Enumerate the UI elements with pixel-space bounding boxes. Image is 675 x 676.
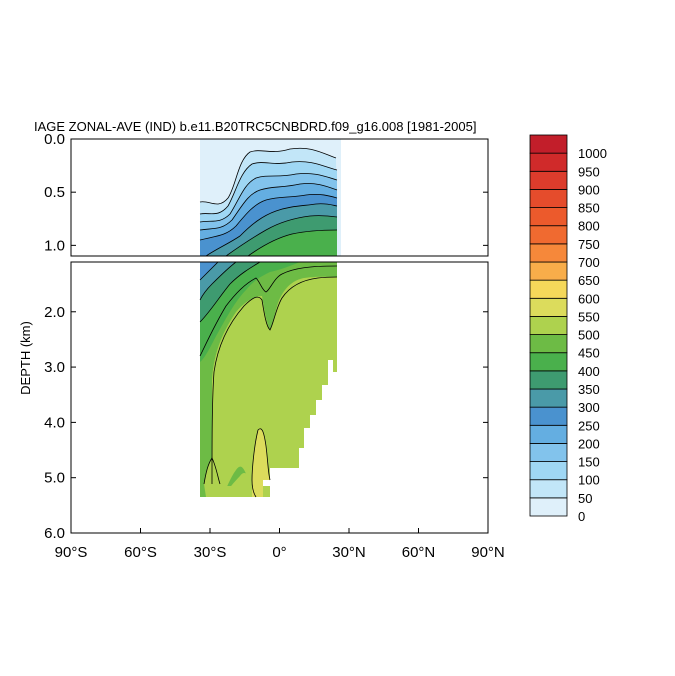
colorbar-swatch bbox=[529, 370, 568, 390]
colorbar-swatch bbox=[529, 443, 568, 462]
colorbar-label: 950 bbox=[578, 164, 600, 179]
colorbar-swatch bbox=[529, 334, 568, 354]
colorbar-swatch bbox=[529, 497, 568, 517]
upper-panel-frame bbox=[70, 138, 489, 257]
colorbar-label: 850 bbox=[578, 201, 600, 216]
colorbar-label: 350 bbox=[578, 382, 600, 397]
colorbar-swatch bbox=[529, 225, 568, 245]
lower-panel-contours bbox=[199, 262, 338, 498]
colorbar-swatch bbox=[529, 316, 568, 335]
x-tick-label: 60°N bbox=[402, 544, 436, 561]
colorbar-label: 50 bbox=[578, 491, 592, 506]
colorbar-label: 800 bbox=[578, 219, 600, 234]
colorbar-swatch bbox=[529, 207, 568, 227]
colorbar-label: 500 bbox=[578, 328, 600, 343]
y-tick-label-upper: 0.0 bbox=[44, 131, 65, 148]
colorbar-swatch bbox=[529, 406, 568, 426]
y-tick-label-lower: 2.0 bbox=[44, 304, 65, 321]
y-tick-label-upper: 1.0 bbox=[44, 237, 65, 254]
y-tick-label-upper: 0.5 bbox=[44, 184, 65, 201]
axes: 90°S 60°S 30°S 0° 30°N 60°N 90°N 0.0 0.5 1.0 2.0 3.… bbox=[44, 131, 505, 561]
colorbar-label: 450 bbox=[578, 346, 600, 361]
colorbar-label: 650 bbox=[578, 273, 600, 288]
x-tick-label: 60°S bbox=[124, 544, 157, 561]
colorbar-swatch bbox=[529, 461, 568, 481]
colorbar-label: 550 bbox=[578, 309, 600, 324]
colorbar-label: 700 bbox=[578, 255, 600, 270]
upper-panel-field bbox=[200, 139, 341, 256]
colorbar-swatch bbox=[529, 388, 568, 408]
lower-panel-field bbox=[200, 262, 337, 497]
upper-panel-contours bbox=[199, 147, 338, 256]
colorbar-swatch bbox=[529, 261, 568, 281]
y-tick-label-lower: 4.0 bbox=[44, 414, 65, 431]
colorbar-swatch bbox=[529, 134, 568, 154]
colorbar-swatch bbox=[529, 170, 568, 190]
colorbar-label: 750 bbox=[578, 237, 600, 252]
colorbar-swatch bbox=[529, 352, 568, 372]
x-tick-label: 30°S bbox=[194, 544, 227, 561]
colorbar-label: 0 bbox=[578, 509, 585, 524]
chart-title: IAGE ZONAL-AVE (IND) b.e11.B20TRC5CNBDRD… bbox=[34, 119, 476, 134]
colorbar-swatch bbox=[529, 243, 568, 263]
y-tick-label-lower: 6.0 bbox=[44, 525, 65, 542]
colorbar-label: 200 bbox=[578, 436, 600, 451]
colorbar-swatch bbox=[529, 479, 568, 499]
colorbar-label: 900 bbox=[578, 182, 600, 197]
colorbar-label: 400 bbox=[578, 364, 600, 379]
colorbar-swatch bbox=[529, 279, 568, 299]
colorbar-label: 150 bbox=[578, 455, 600, 470]
x-tick-label: 90°S bbox=[55, 544, 88, 561]
y-tick-label-lower: 5.0 bbox=[44, 470, 65, 487]
colorbar-label: 300 bbox=[578, 400, 600, 415]
x-tick-label: 90°N bbox=[471, 544, 505, 561]
colorbar-swatch bbox=[529, 189, 568, 208]
y-axis-label: DEPTH (km) bbox=[18, 321, 33, 395]
colorbar-label: 600 bbox=[578, 291, 600, 306]
colorbar-label: 250 bbox=[578, 418, 600, 433]
y-tick-label-lower: 3.0 bbox=[44, 359, 65, 376]
colorbar: 0 50 100 150 200 250 300 350 400 450 500 550 600 650 7… bbox=[529, 134, 607, 524]
x-tick-label: 0° bbox=[272, 544, 286, 561]
colorbar-swatch bbox=[529, 424, 568, 444]
colorbar-label: 100 bbox=[578, 473, 600, 488]
colorbar-label: 1000 bbox=[578, 146, 607, 161]
colorbar-swatch bbox=[529, 152, 568, 172]
x-tick-label: 30°N bbox=[332, 544, 366, 561]
colorbar-swatch bbox=[529, 297, 568, 317]
